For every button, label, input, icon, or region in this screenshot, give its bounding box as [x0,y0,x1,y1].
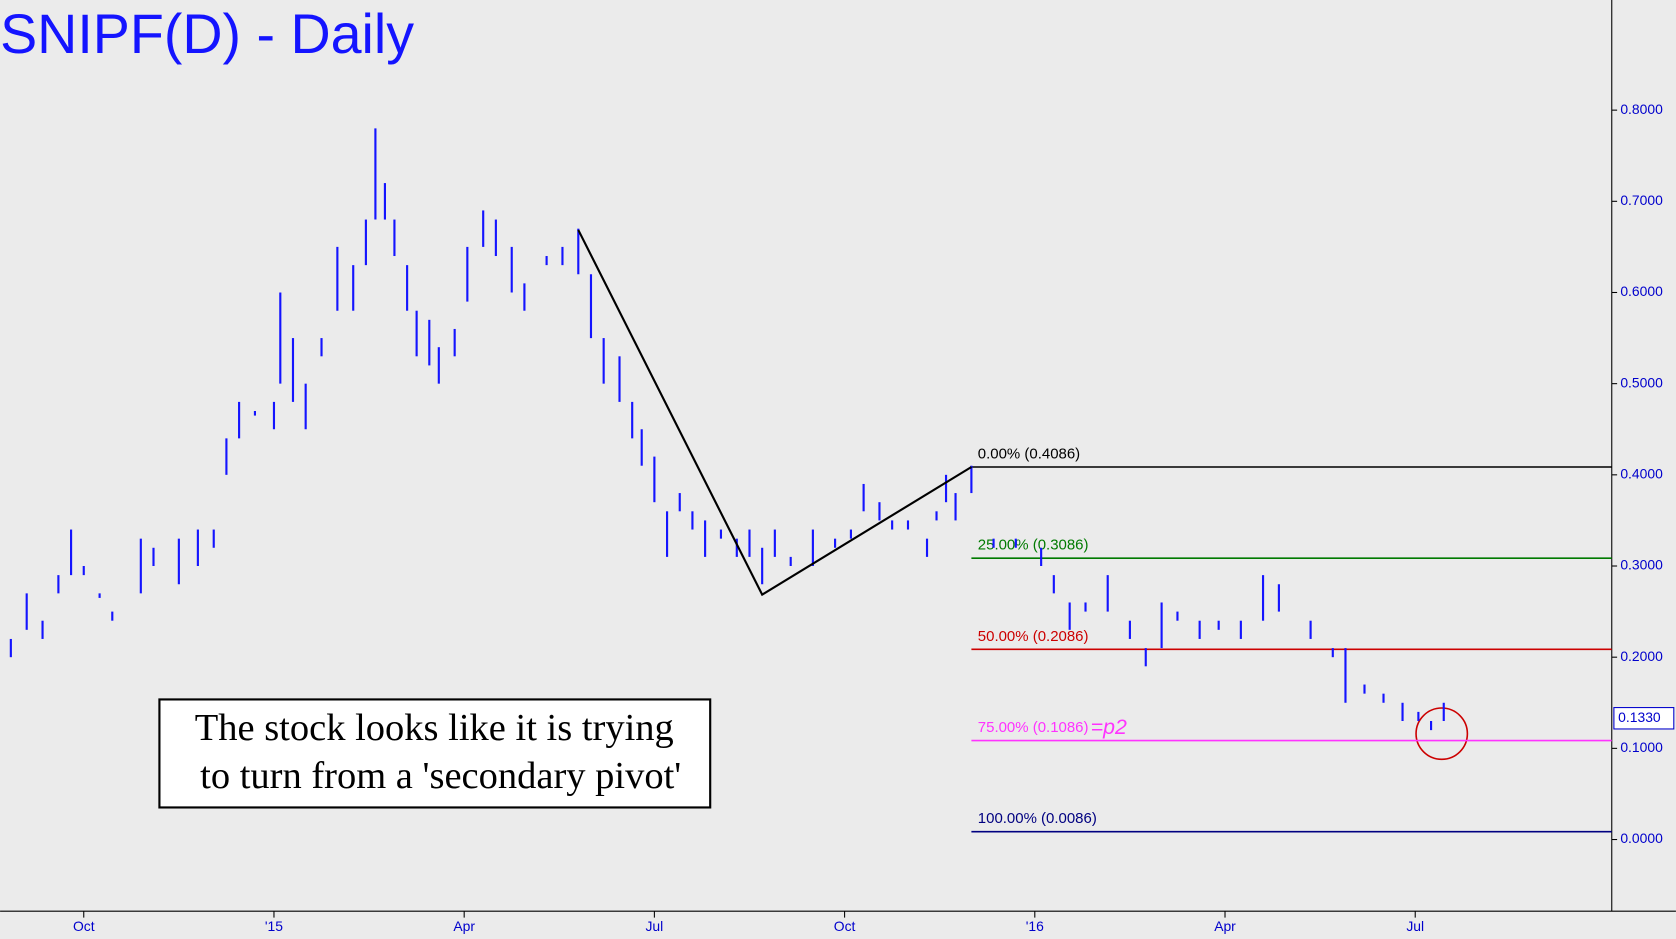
level-label: 75.00% (0.1086) [978,719,1089,736]
level-label: 100.00% (0.0086) [978,810,1097,827]
x-tick-label: Oct [73,918,95,934]
x-tick-label: Oct [834,918,856,934]
annotation-box [158,698,712,809]
y-tick-label: 0.8000 [1620,101,1663,117]
y-tick-label: 0.0000 [1620,830,1663,846]
x-tick-label: Jul [1406,918,1424,934]
x-tick-label: Apr [453,918,475,934]
annotation-line: The stock looks like it is trying [195,707,674,749]
y-tick-label: 0.6000 [1620,283,1663,299]
x-tick-label: Apr [1214,918,1236,934]
x-tick-label: '15 [265,918,283,934]
y-tick-label: 0.7000 [1620,192,1663,208]
level-annotation: =p2 [1091,715,1127,739]
level-label: 50.00% (0.2086) [978,628,1089,645]
last-price-label: 0.1330 [1618,709,1661,725]
chart-title: SNIPF(D) - Daily [0,3,414,65]
level-label: 0.00% (0.4086) [978,445,1080,462]
y-tick-label: 0.5000 [1620,374,1663,390]
swing-line [577,229,972,597]
last-price-box [1613,707,1675,730]
highlight-circle [1415,707,1469,761]
y-tick-label: 0.1000 [1620,739,1663,755]
y-tick-label: 0.3000 [1620,557,1663,573]
x-tick-label: Jul [646,918,664,934]
y-tick-label: 0.4000 [1620,466,1663,482]
y-tick-label: 0.2000 [1620,648,1663,664]
x-tick-label: '16 [1026,918,1044,934]
annotation-line: to turn from a 'secondary pivot' [200,755,681,797]
level-label: 25.00% (0.3086) [978,537,1089,554]
